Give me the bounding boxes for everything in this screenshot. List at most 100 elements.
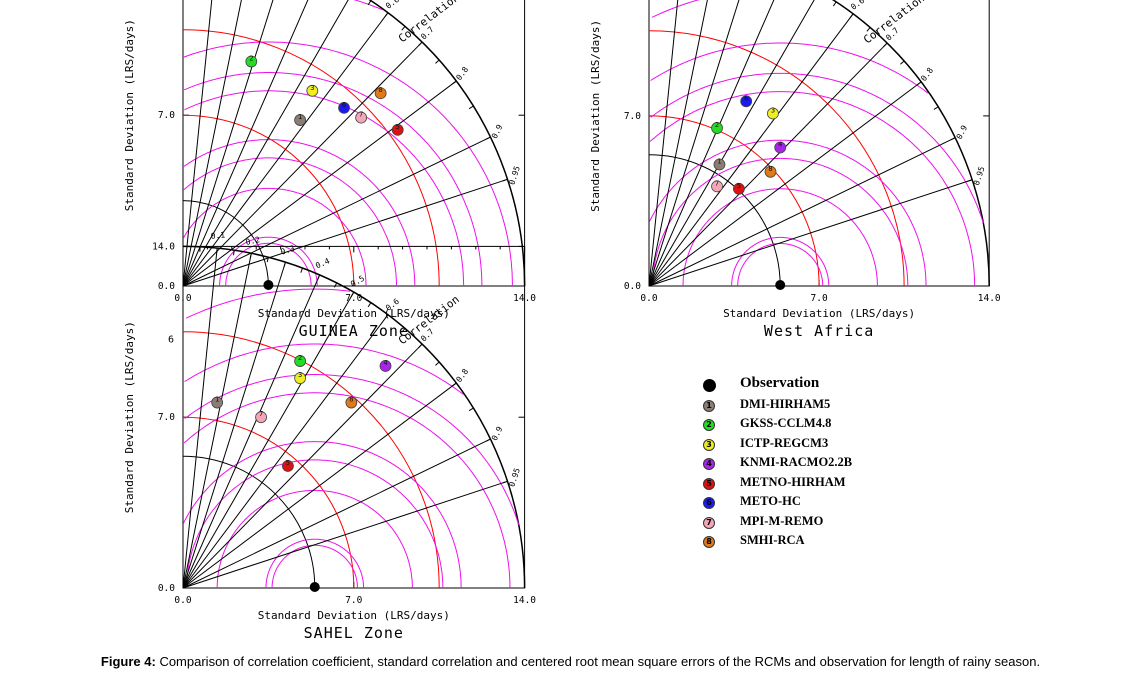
rmse-arc bbox=[184, 91, 463, 286]
correlation-ray bbox=[649, 14, 853, 286]
model-marker-icon: 5 bbox=[703, 478, 715, 490]
correlation-tick-label: 0.8 bbox=[919, 66, 935, 83]
legend-item-smhi-rca: 8 SMHI-RCA bbox=[700, 532, 960, 552]
y-axis-title: Standard Deviation (LRS/days) bbox=[123, 321, 136, 513]
observation-point bbox=[310, 582, 320, 592]
correlation-minor-tick bbox=[967, 180, 972, 182]
legend-label: Observation bbox=[740, 375, 819, 392]
model-point-label: 5 bbox=[737, 182, 741, 190]
correlation-minor-tick bbox=[934, 107, 938, 110]
model-point-label: 2 bbox=[298, 354, 302, 362]
x-axis-title: Standard Deviation (LRS/days) bbox=[258, 609, 450, 622]
correlation-minor-tick bbox=[884, 43, 888, 47]
y-tick-label: 14.0 bbox=[152, 241, 175, 252]
correlation-minor-tick bbox=[233, 250, 234, 255]
marker-number: 7 bbox=[704, 518, 714, 528]
marker-number: 5 bbox=[704, 479, 714, 489]
correlation-ray bbox=[183, 253, 251, 588]
legend-label: GKSS-CCLM4.8 bbox=[740, 416, 831, 431]
correlation-ray bbox=[183, 137, 490, 286]
correlation-minor-tick bbox=[435, 362, 439, 365]
correlation-minor-tick bbox=[385, 13, 388, 17]
correlation-ray bbox=[183, 81, 456, 286]
correlation-minor-tick bbox=[486, 439, 491, 441]
correlation-minor-tick bbox=[486, 137, 491, 139]
model-marker-icon: 7 bbox=[703, 517, 715, 529]
model-point-label: 5 bbox=[396, 123, 400, 131]
correlation-ray bbox=[649, 0, 751, 286]
y-axis-title: Standard Deviation (LRS/days) bbox=[589, 20, 602, 212]
correlation-ray bbox=[649, 0, 785, 286]
panel-title: GUINEA Zone bbox=[299, 322, 409, 340]
correlation-minor-tick bbox=[469, 408, 473, 411]
x-tick-label: 14.0 bbox=[513, 595, 536, 606]
legend-label: DMI-HIRHAM5 bbox=[740, 397, 830, 412]
observation-point bbox=[263, 280, 273, 290]
model-point-label: 7 bbox=[715, 179, 719, 187]
model-point-label: 3 bbox=[310, 84, 314, 92]
observation-point bbox=[775, 280, 785, 290]
correlation-tick-label: 0.1 bbox=[210, 230, 225, 240]
model-point-label: 4 bbox=[383, 359, 387, 367]
y-axis-title: Standard Deviation (LRS/days) bbox=[123, 19, 136, 211]
correlation-minor-tick bbox=[503, 179, 508, 181]
correlation-minor-tick bbox=[850, 14, 853, 18]
correlation-tick-label: 0.6 bbox=[384, 0, 401, 11]
model-point-label: 3 bbox=[771, 106, 775, 114]
correlation-tick-label: 0.8 bbox=[454, 367, 470, 384]
correlation-axis-label: Correlation bbox=[396, 0, 462, 45]
marker-number: 2 bbox=[704, 420, 714, 430]
correlation-ray bbox=[183, 275, 320, 588]
model-point-label: 1 bbox=[298, 113, 302, 121]
correlation-tick-label: 0.95 bbox=[507, 467, 522, 488]
x-tick-label: 7.0 bbox=[345, 595, 362, 606]
model-marker-icon: 4 bbox=[703, 458, 715, 470]
legend-label: METO-HC bbox=[740, 494, 801, 509]
correlation-minor-tick bbox=[419, 42, 423, 46]
y-tick-label: 0.0 bbox=[158, 583, 175, 594]
marker-number: 3 bbox=[704, 440, 714, 450]
taylor-panel-2: 0.10.20.30.40.50.60.70.80.90.95Correlati… bbox=[589, 0, 1001, 340]
correlation-tick-label: 0.9 bbox=[955, 124, 969, 141]
correlation-tick-label: 0.95 bbox=[972, 165, 987, 186]
stray-label: 6 bbox=[168, 334, 174, 345]
correlation-tick-label: 0.9 bbox=[490, 123, 504, 140]
rmse-arc bbox=[650, 92, 975, 286]
correlation-minor-tick bbox=[452, 383, 456, 386]
marker-number: 6 bbox=[704, 498, 714, 508]
model-marker-icon: 6 bbox=[703, 497, 715, 509]
correlation-minor-tick bbox=[917, 82, 921, 85]
legend-item-observation: Observation bbox=[700, 376, 960, 396]
x-tick-label: 0.0 bbox=[174, 595, 191, 606]
correlation-tick-label: 0.5 bbox=[349, 274, 366, 289]
model-point-label: 3 bbox=[298, 371, 302, 379]
x-axis-title: Standard Deviation (LRS/days) bbox=[723, 307, 915, 320]
rmse-arc bbox=[185, 344, 464, 394]
x-tick-label: 7.0 bbox=[811, 293, 828, 304]
rmse-arc bbox=[651, 43, 929, 93]
correlation-ray bbox=[183, 0, 251, 286]
correlation-minor-tick bbox=[469, 106, 473, 109]
correlation-minor-tick bbox=[284, 262, 286, 267]
y-tick-label: 0.0 bbox=[624, 281, 641, 292]
x-tick-label: 14.0 bbox=[978, 293, 1001, 304]
model-point-label: 8 bbox=[379, 86, 383, 94]
legend-item-meto-hc: 6 METO-HC bbox=[700, 493, 960, 513]
correlation-minor-tick bbox=[452, 81, 456, 84]
outer-arc bbox=[183, 0, 525, 286]
correlation-ray bbox=[649, 82, 921, 286]
model-marker-icon: 8 bbox=[703, 536, 715, 548]
correlation-minor-tick bbox=[503, 481, 508, 483]
correlation-tick-label: 0.9 bbox=[490, 425, 504, 442]
model-point-label: 1 bbox=[215, 396, 219, 404]
legend-label: MPI-M-REMO bbox=[740, 514, 823, 529]
legend-label: METNO-HIRHAM bbox=[740, 475, 846, 490]
std-arc bbox=[183, 30, 439, 286]
model-marker-icon: 3 bbox=[703, 439, 715, 451]
model-point-label: 6 bbox=[744, 94, 748, 102]
marker-number: 1 bbox=[704, 401, 714, 411]
observation-marker-icon bbox=[703, 379, 716, 392]
y-tick-label: 7.0 bbox=[158, 412, 175, 423]
legend-label: SMHI-RCA bbox=[740, 533, 805, 548]
model-point-label: 8 bbox=[768, 165, 772, 173]
